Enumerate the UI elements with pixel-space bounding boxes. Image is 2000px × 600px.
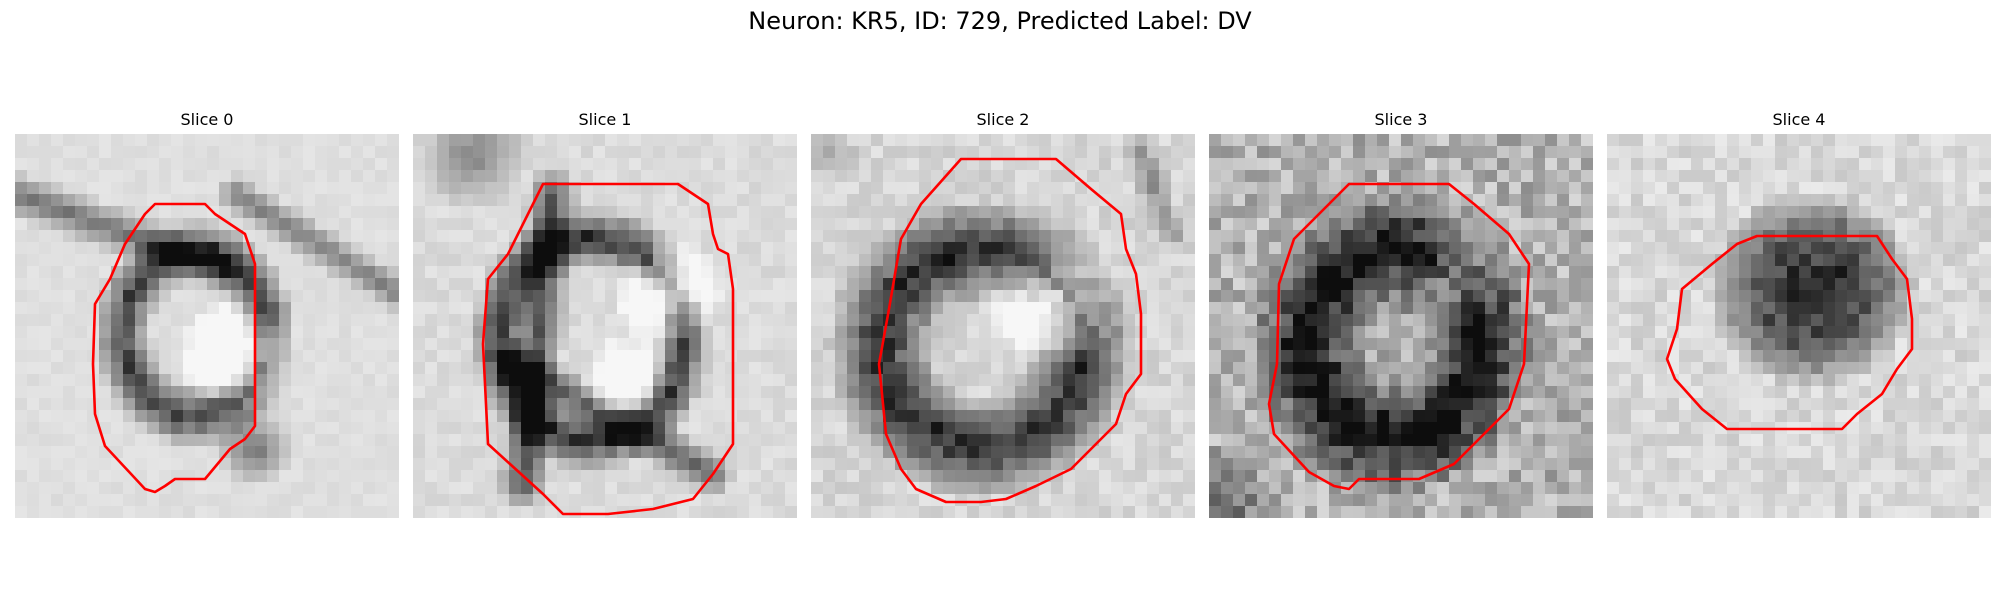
slice-image xyxy=(413,134,797,518)
slice-title: Slice 2 xyxy=(811,110,1195,130)
slice-panel-4: Slice 4 xyxy=(1607,110,1991,130)
slice-panel-3: Slice 3 xyxy=(1209,110,1593,130)
slice-panel-2: Slice 2 xyxy=(811,110,1195,130)
slice-image xyxy=(15,134,399,518)
slice-image xyxy=(1607,134,1991,518)
slice-image xyxy=(1209,134,1593,518)
slice-panel-0: Slice 0 xyxy=(15,110,399,130)
slice-title: Slice 4 xyxy=(1607,110,1991,130)
slice-title: Slice 3 xyxy=(1209,110,1593,130)
slice-panel-1: Slice 1 xyxy=(413,110,797,130)
figure-title: Neuron: KR5, ID: 729, Predicted Label: D… xyxy=(0,6,2000,36)
slice-image xyxy=(811,134,1195,518)
slice-title: Slice 0 xyxy=(15,110,399,130)
slice-title: Slice 1 xyxy=(413,110,797,130)
